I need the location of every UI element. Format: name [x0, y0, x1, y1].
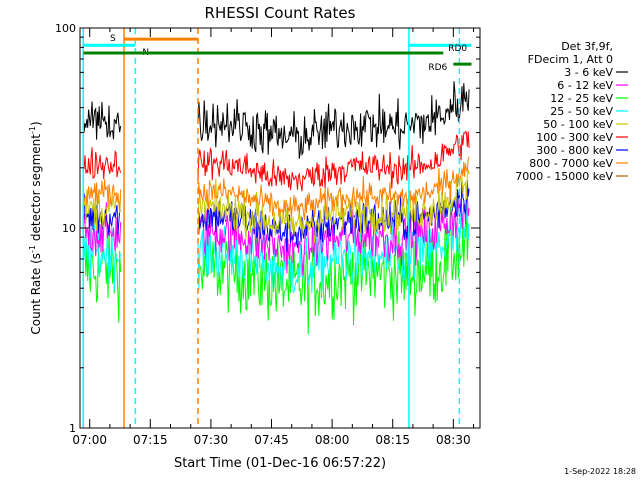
flag-label-s: S: [110, 34, 116, 44]
x-tick-label: 07:30: [194, 433, 229, 447]
series-line-8: [197, 156, 470, 221]
legend-header-1: Det 3f,9f,: [561, 40, 613, 53]
legend-label-7: 300 - 800 keV: [536, 144, 613, 157]
legend-label-6: 100 - 300 keV: [536, 131, 613, 144]
series-line-4: [82, 221, 122, 291]
x-tick-label: 08:30: [436, 433, 471, 447]
series-line-1: [82, 101, 122, 140]
chart-title: RHESSI Count Rates: [205, 4, 356, 22]
plot-markers: SNRD0RD6: [82, 28, 472, 428]
legend-header-2: FDecim 1, Att 0: [528, 53, 613, 66]
footer-date: 1-Sep-2022 18:28: [564, 467, 636, 476]
flag-label-rd0: RD0: [448, 44, 467, 54]
series-line-6: [197, 130, 470, 192]
legend-label-4: 25 - 50 keV: [550, 105, 613, 118]
series-line-6: [82, 147, 122, 180]
x-tick-label: 07:00: [72, 433, 107, 447]
series-line-7: [197, 179, 470, 252]
legend-label-8: 800 - 7000 keV: [529, 157, 613, 170]
y-tick-label: 10: [62, 222, 76, 235]
series-line-1: [197, 81, 470, 159]
flag-label-rd6: RD6: [428, 63, 447, 73]
legend-label-1: 3 - 6 keV: [564, 66, 613, 79]
series-line-7: [82, 193, 121, 237]
legend-label-2: 6 - 12 keV: [557, 79, 613, 92]
x-tick-label: 07:15: [133, 433, 168, 447]
x-tick-label: 07:45: [254, 433, 289, 447]
series-line-2: [197, 187, 470, 276]
plot-series: [82, 81, 470, 335]
y-axis-label: Count Rate (s-1 detector segment-1): [28, 121, 43, 334]
x-axis-label: Start Time (01-Dec-16 06:57:22): [174, 456, 386, 471]
legend-label-3: 12 - 25 keV: [550, 92, 613, 105]
series-line-3: [197, 205, 470, 335]
legend-label-5: 50 - 100 keV: [543, 118, 613, 131]
series-line-5: [82, 189, 122, 231]
plot-axes: 1 10 100 07:00 07:15 07:30 07:45 08:00 08:15 08:3…: [55, 22, 481, 447]
series-line-8: [82, 179, 122, 210]
legend-label-9: 7000 - 15000 keV: [515, 170, 613, 183]
y-tick-label: 100: [55, 22, 76, 35]
y-tick-label: 1: [69, 422, 76, 435]
x-tick-label: 08:15: [375, 433, 410, 447]
x-tick-label: 08:00: [315, 433, 350, 447]
